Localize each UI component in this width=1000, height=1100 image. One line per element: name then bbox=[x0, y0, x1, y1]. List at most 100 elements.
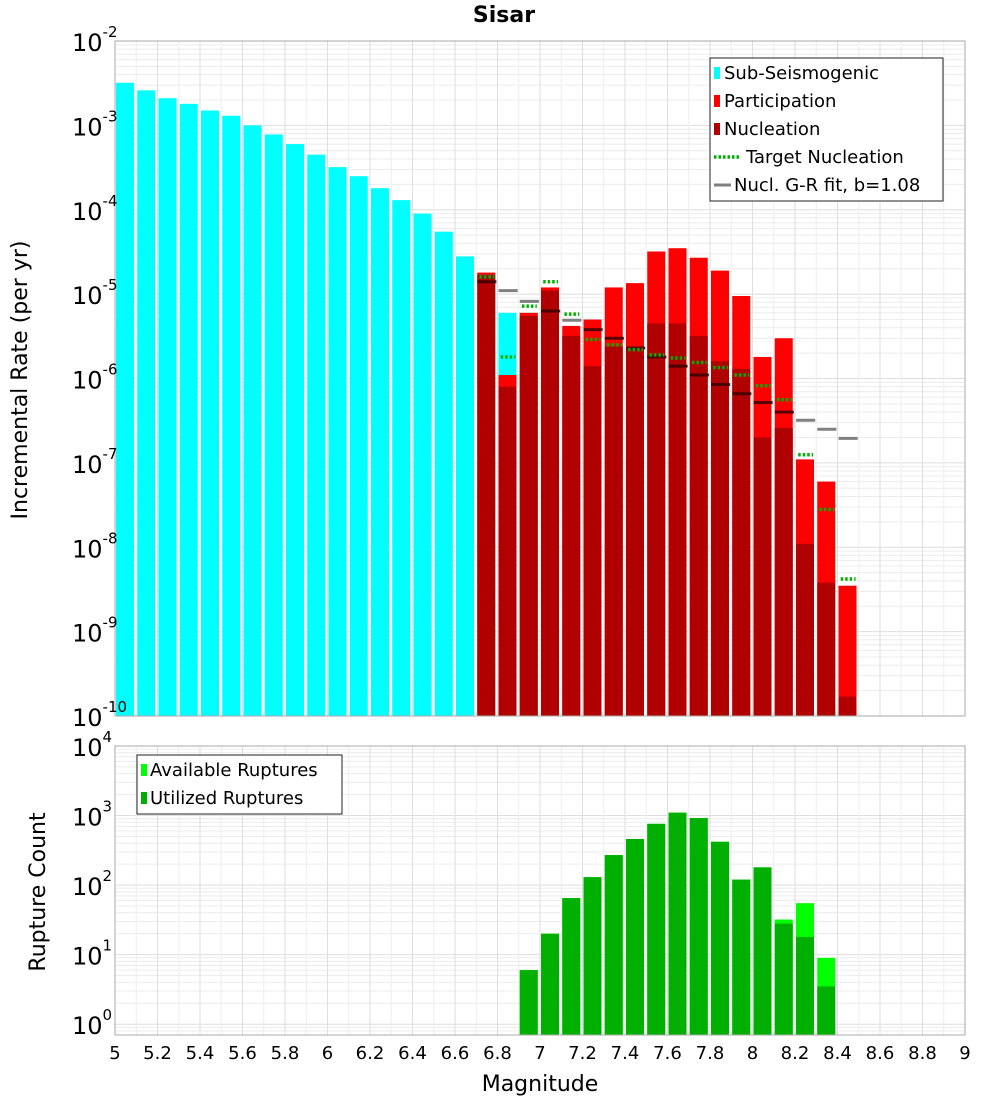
y-tick-exponent: 3 bbox=[103, 798, 113, 816]
top-plot-border bbox=[114, 40, 966, 717]
x-tick-label: 9 bbox=[959, 1043, 970, 1064]
sub-seismogenic-bar bbox=[413, 213, 432, 717]
sub-seismogenic-bar bbox=[286, 144, 304, 716]
sub-seismogenic-bar bbox=[158, 98, 177, 716]
y-tick-base: 10 bbox=[72, 282, 103, 310]
sub-seismogenic-bar bbox=[328, 167, 347, 716]
y-tick-label: 104 bbox=[72, 728, 112, 762]
y-tick-label: 10-8 bbox=[72, 529, 118, 563]
x-tick-label: 7 bbox=[534, 1043, 545, 1064]
top-legend: Sub-Seismogenic Participation Nucleation Ta… bbox=[709, 57, 944, 202]
nucleation-bar bbox=[477, 274, 496, 716]
nucleation-bar bbox=[817, 582, 836, 716]
x-tick-label: 8 bbox=[747, 1043, 758, 1064]
sub-seismogenic-bar bbox=[349, 176, 368, 716]
sub-seismogenic-bar bbox=[307, 154, 326, 716]
x-tick-label: 7.6 bbox=[653, 1043, 682, 1064]
nucleation-bar bbox=[562, 335, 581, 716]
y-tick-base: 10 bbox=[72, 451, 103, 479]
sub-seismogenic-bar bbox=[179, 103, 198, 717]
utilized-ruptures-bar bbox=[583, 877, 602, 1035]
y-tick-base: 10 bbox=[72, 535, 103, 563]
sub-seismogenic-bar bbox=[392, 200, 411, 716]
legend-box bbox=[136, 754, 343, 815]
y-tick-label: 10-3 bbox=[72, 107, 118, 141]
nucleation-bar bbox=[626, 349, 644, 716]
y-tick-base: 10 bbox=[72, 113, 103, 141]
y-tick-label: 10-2 bbox=[72, 23, 118, 57]
x-tick-label: 5.2 bbox=[143, 1043, 172, 1064]
sub-seismogenic-bar bbox=[371, 188, 389, 717]
utilized-ruptures-bar bbox=[711, 841, 729, 1035]
utilized-ruptures-bar bbox=[541, 933, 559, 1035]
x-tick-label: 6.6 bbox=[441, 1043, 470, 1064]
utilized-ruptures-bar bbox=[732, 879, 751, 1035]
utilized-ruptures-bar bbox=[647, 823, 666, 1035]
legend-box bbox=[709, 57, 944, 202]
y-tick-base: 10 bbox=[72, 29, 103, 57]
y-tick-exponent: 2 bbox=[103, 867, 113, 885]
y-tick-exponent: -2 bbox=[103, 23, 118, 41]
legend-label: Target Nucleation bbox=[745, 147, 904, 168]
y-tick-base: 10 bbox=[72, 734, 103, 762]
y-tick-label: 102 bbox=[72, 867, 112, 901]
nucleation-bar bbox=[519, 316, 538, 716]
x-tick-label: 7.8 bbox=[696, 1043, 725, 1064]
legend-label: Nucleation bbox=[724, 119, 820, 140]
sub-seismogenic-bar bbox=[264, 134, 283, 717]
bottom-legend: Available Ruptures Utilized Ruptures bbox=[136, 754, 343, 815]
legend-swatch bbox=[141, 764, 147, 776]
sub-seismogenic-bar bbox=[137, 90, 156, 716]
y-tick-exponent: 0 bbox=[103, 1006, 113, 1024]
y-tick-exponent: -4 bbox=[103, 192, 118, 210]
bottom-y-axis-label: Rupture Count bbox=[26, 812, 51, 972]
x-tick-label: 5.6 bbox=[228, 1043, 257, 1064]
y-tick-base: 10 bbox=[72, 873, 103, 901]
x-tick-label: 6.8 bbox=[483, 1043, 512, 1064]
y-tick-base: 10 bbox=[72, 1012, 103, 1040]
legend-label: Sub-Seismogenic bbox=[724, 63, 879, 84]
y-tick-exponent: -3 bbox=[103, 107, 118, 125]
y-tick-base: 10 bbox=[72, 704, 103, 732]
x-axis-label: Magnitude bbox=[482, 1072, 599, 1097]
legend-swatch bbox=[141, 792, 147, 804]
legend-swatch bbox=[714, 123, 720, 135]
legend-label: Participation bbox=[724, 91, 836, 112]
nucleation-bar bbox=[541, 290, 559, 716]
nucleation-bar bbox=[647, 323, 666, 716]
sub-seismogenic-bar bbox=[201, 110, 219, 716]
nucleation-bar bbox=[668, 323, 687, 716]
y-tick-label: 100 bbox=[72, 1006, 112, 1040]
y-tick-label: 10-6 bbox=[72, 361, 118, 395]
nucleation-bar bbox=[838, 696, 857, 716]
utilized-ruptures-bar bbox=[562, 898, 581, 1035]
y-tick-exponent: -10 bbox=[103, 698, 128, 716]
sub-seismogenic-bar bbox=[243, 125, 262, 716]
y-tick-label: 10-5 bbox=[72, 276, 118, 310]
legend-label: Available Ruptures bbox=[150, 760, 318, 781]
y-tick-label: 103 bbox=[72, 798, 112, 832]
x-tick-label: 7.2 bbox=[568, 1043, 597, 1064]
nucleation-bar bbox=[753, 437, 772, 716]
sub-seismogenic-bar bbox=[456, 256, 474, 716]
nucleation-bar bbox=[796, 543, 814, 716]
y-tick-exponent: 1 bbox=[103, 937, 113, 955]
y-tick-exponent: -7 bbox=[103, 445, 118, 463]
y-tick-base: 10 bbox=[72, 943, 103, 971]
x-tick-label: 6.4 bbox=[398, 1043, 427, 1064]
legend-label: Nucl. G-R fit, b=1.08 bbox=[734, 175, 920, 196]
nucleation-bar bbox=[583, 366, 602, 716]
x-tick-label: 6 bbox=[322, 1043, 333, 1064]
chart-title: Sisar bbox=[473, 3, 535, 28]
y-tick-base: 10 bbox=[72, 620, 103, 648]
x-tick-label: 7.4 bbox=[611, 1043, 640, 1064]
nucleation-bar bbox=[604, 346, 623, 716]
utilized-ruptures-bar bbox=[817, 986, 836, 1035]
sub-seismogenic-bar bbox=[434, 231, 453, 716]
x-tick-label: 5 bbox=[109, 1043, 120, 1064]
y-tick-label: 10-9 bbox=[72, 614, 118, 648]
x-tick-label: 5.4 bbox=[186, 1043, 215, 1064]
y-tick-exponent: -9 bbox=[103, 614, 118, 632]
nucleation-bar bbox=[732, 368, 751, 716]
